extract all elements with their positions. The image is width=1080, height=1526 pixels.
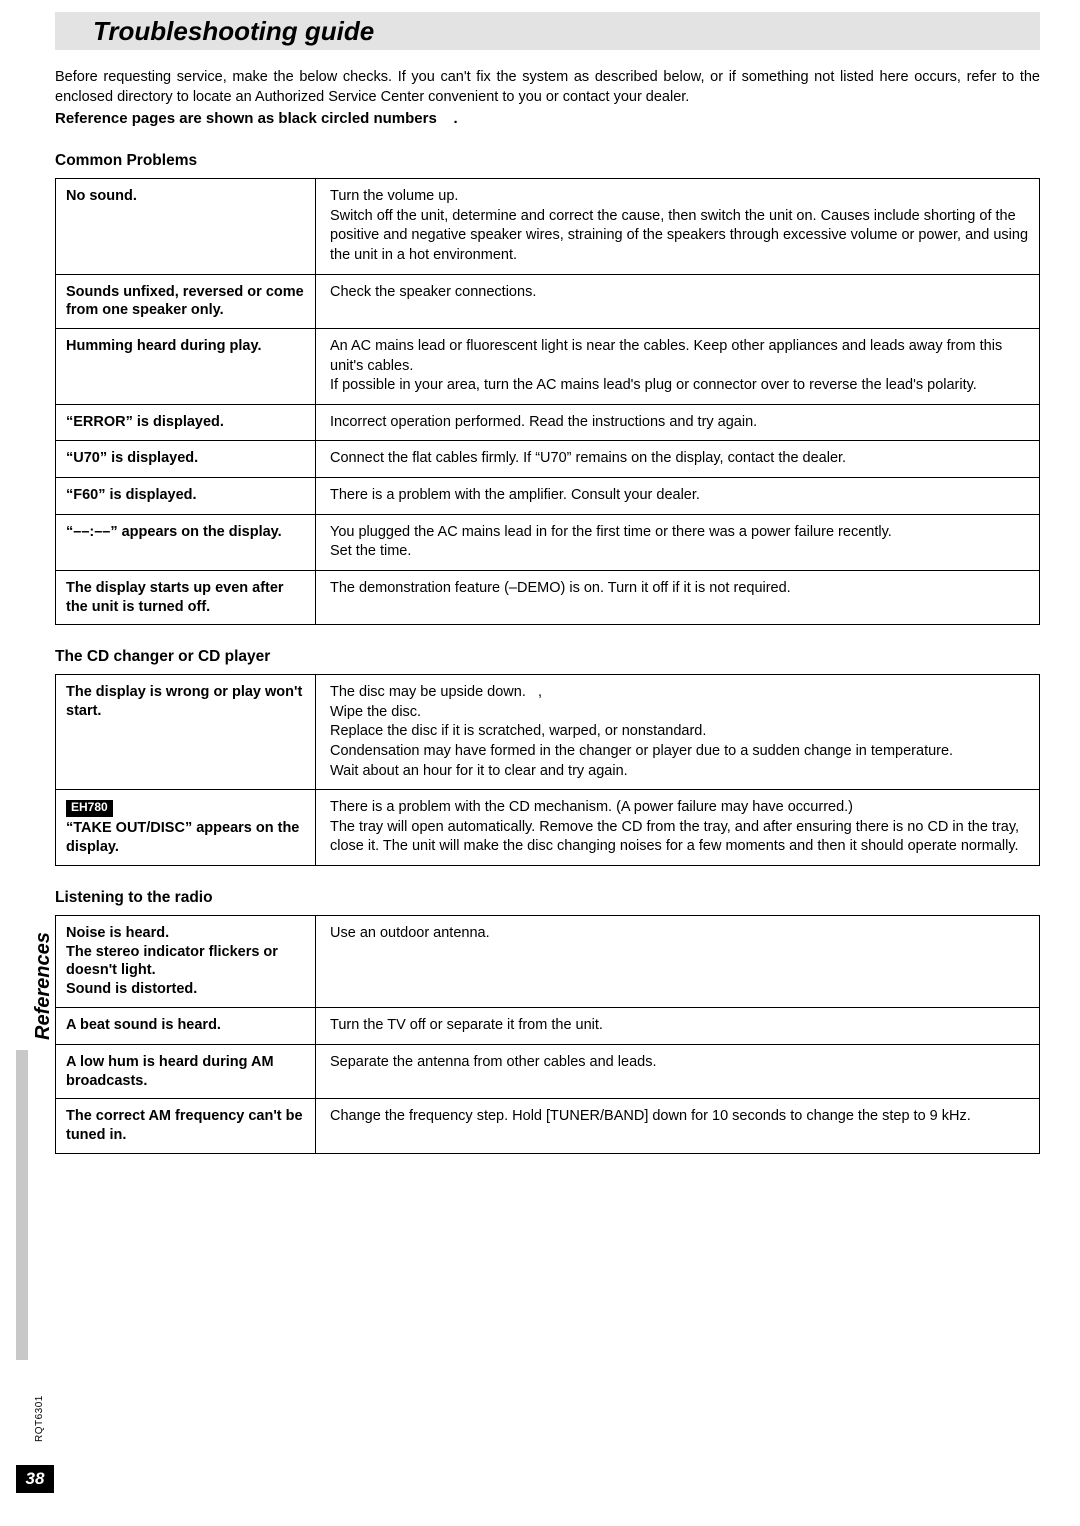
table-row: Humming heard during play.An AC mains le… (56, 329, 1040, 405)
solution-cell: You plugged the AC mains lead in for the… (316, 514, 1040, 570)
problem-cell: A beat sound is heard. (56, 1008, 316, 1045)
problem-cell: The display starts up even after the uni… (56, 570, 316, 625)
problem-cell: “ERROR” is displayed. (56, 404, 316, 441)
troubleshooting-table: Noise is heard.The stereo indicator flic… (55, 915, 1040, 1154)
section-heading: Common Problems (55, 151, 1040, 172)
problem-cell: The display is wrong or play won't start… (56, 675, 316, 790)
solution-cell: Use an outdoor antenna. (316, 915, 1040, 1007)
title-bar: Troubleshooting guide (55, 12, 1040, 50)
problem-cell: “U70” is displayed. (56, 441, 316, 478)
problem-cell: Sounds unfixed, reversed or come from on… (56, 274, 316, 329)
table-row: A beat sound is heard.Turn the TV off or… (56, 1008, 1040, 1045)
intro-paragraph: Before requesting service, make the belo… (55, 68, 1040, 107)
page-content: Before requesting service, make the belo… (55, 68, 1040, 1154)
solution-cell: Change the frequency step. Hold [TUNER/B… (316, 1099, 1040, 1154)
section-heading: The CD changer or CD player (55, 647, 1040, 668)
solution-cell: Turn the volume up.Switch off the unit, … (316, 179, 1040, 274)
reference-note: Reference pages are shown as black circl… (55, 109, 1040, 129)
section-heading: Listening to the radio (55, 888, 1040, 909)
solution-cell: Turn the TV off or separate it from the … (316, 1008, 1040, 1045)
table-row: “––:––” appears on the display.You plugg… (56, 514, 1040, 570)
solution-cell: There is a problem with the amplifier. C… (316, 478, 1040, 515)
solution-cell: An AC mains lead or fluorescent light is… (316, 329, 1040, 405)
table-row: “U70” is displayed.Connect the flat cabl… (56, 441, 1040, 478)
table-row: The correct AM frequency can't be tuned … (56, 1099, 1040, 1154)
solution-cell: Separate the antenna from other cables a… (316, 1044, 1040, 1099)
page-title: Troubleshooting guide (93, 16, 374, 47)
table-row: Noise is heard.The stereo indicator flic… (56, 915, 1040, 1007)
solution-cell: Connect the flat cables firmly. If “U70”… (316, 441, 1040, 478)
troubleshooting-table: No sound.Turn the volume up.Switch off t… (55, 178, 1040, 625)
table-row: No sound.Turn the volume up.Switch off t… (56, 179, 1040, 274)
table-row: “F60” is displayed.There is a problem wi… (56, 478, 1040, 515)
sections-container: Common Problems No sound.Turn the volume … (55, 151, 1040, 1154)
problem-cell: Noise is heard.The stereo indicator flic… (56, 915, 316, 1007)
table-row: The display starts up even after the uni… (56, 570, 1040, 625)
solution-cell: Check the speaker connections. (316, 274, 1040, 329)
solution-cell: There is a problem with the CD mechanism… (316, 790, 1040, 866)
table-row: The display is wrong or play won't start… (56, 675, 1040, 790)
solution-cell: The demonstration feature (–DEMO) is on.… (316, 570, 1040, 625)
side-accent-bar (16, 1050, 28, 1360)
solution-cell: The disc may be upside down. ,Wipe the d… (316, 675, 1040, 790)
table-row: “ERROR” is displayed.Incorrect operation… (56, 404, 1040, 441)
problem-cell: No sound. (56, 179, 316, 274)
problem-cell: Humming heard during play. (56, 329, 316, 405)
problem-cell: “F60” is displayed. (56, 478, 316, 515)
document-code: RQT6301 (34, 1395, 45, 1442)
troubleshooting-table: The display is wrong or play won't start… (55, 674, 1040, 866)
page-number: 38 (16, 1465, 54, 1493)
table-row: A low hum is heard during AM broadcasts.… (56, 1044, 1040, 1099)
side-section-label: References (32, 932, 55, 1040)
table-row: Sounds unfixed, reversed or come from on… (56, 274, 1040, 329)
solution-cell: Incorrect operation performed. Read the … (316, 404, 1040, 441)
problem-cell: EH780“TAKE OUT/DISC” appears on the disp… (56, 790, 316, 866)
problem-cell: A low hum is heard during AM broadcasts. (56, 1044, 316, 1099)
table-row: EH780“TAKE OUT/DISC” appears on the disp… (56, 790, 1040, 866)
model-badge: EH780 (66, 800, 113, 817)
problem-cell: “––:––” appears on the display. (56, 514, 316, 570)
problem-cell: The correct AM frequency can't be tuned … (56, 1099, 316, 1154)
